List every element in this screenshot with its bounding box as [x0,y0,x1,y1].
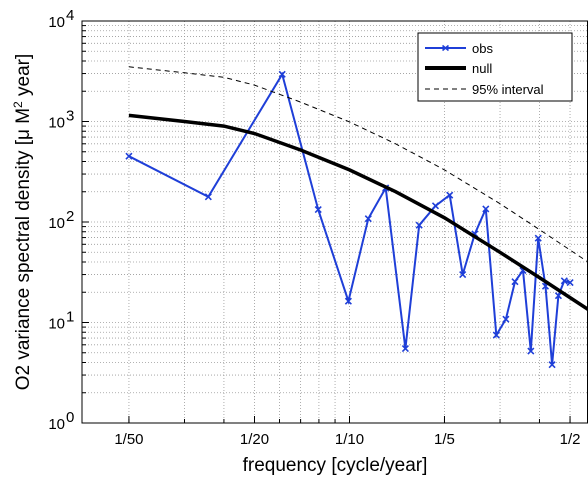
y-axis-label-end: year] [13,54,34,102]
obs-data-point [364,215,372,223]
legend-label-obs: obs [472,41,493,56]
obs-data-point [482,205,490,213]
obs-data-point [548,361,556,369]
grid-lines [82,21,588,423]
y-axis-label-superscript: 2 [11,101,25,108]
obs-data-point [554,292,563,300]
obs-data-point [125,152,133,160]
obs-data-point [527,347,535,355]
x-tick-label: 1/5 [434,431,455,448]
legend-entry-obs: obs [425,41,493,56]
obs-data-point [431,202,440,210]
obs-data-point [446,191,454,199]
legend-label-interval: 95% interval [472,82,544,97]
y-tick-label: 10 [48,215,65,232]
obs-data-point [204,193,212,201]
obs-data-point [459,270,467,279]
y-axis-label-main: O2 variance spectral density [μ M [13,108,34,390]
obs-data-point [278,70,286,78]
obs-data-point [401,345,409,353]
y-tick-exponent: 1 [66,309,74,326]
y-axis-label: O2 variance spectral density [μ M2 year] [11,54,34,391]
series-line-95-interval [128,66,588,263]
y-tick-label: 10 [48,14,65,31]
obs-data-point [492,331,500,339]
legend-label-null: null [472,61,492,76]
y-tick-exponent: 4 [66,7,74,24]
y-tick-exponent: 2 [66,208,74,225]
x-axis-label: frequency [cycle/year] [243,455,428,476]
obs-data-point [415,221,423,229]
x-tick-label: 1/10 [335,431,364,448]
series-group [125,66,588,369]
legend-marker-obs [441,44,450,52]
obs-data-point [314,205,322,214]
y-tick-label: 10 [48,416,65,433]
obs-data-point [534,234,542,242]
y-tick-label: 10 [48,115,65,132]
obs-data-point [511,278,519,286]
x-tick-label: 1/50 [114,431,143,448]
legend-entry-null: null [425,61,492,76]
obs-data-point [566,278,574,287]
legend-entry-interval: 95% interval [425,82,544,97]
obs-data-point [344,297,352,305]
y-tick-exponent: 0 [66,409,74,426]
obs-data-point [502,315,510,323]
x-tick-label: 1/20 [240,431,269,448]
y-tick-label: 10 [48,316,65,333]
obs-data-point [560,277,568,285]
legend: obs null 95% interval [417,32,573,102]
y-tick-exponent: 3 [66,108,74,125]
series-line-null [128,113,588,311]
x-tick-label: 1/2 [560,431,581,448]
legend-box [417,32,573,102]
